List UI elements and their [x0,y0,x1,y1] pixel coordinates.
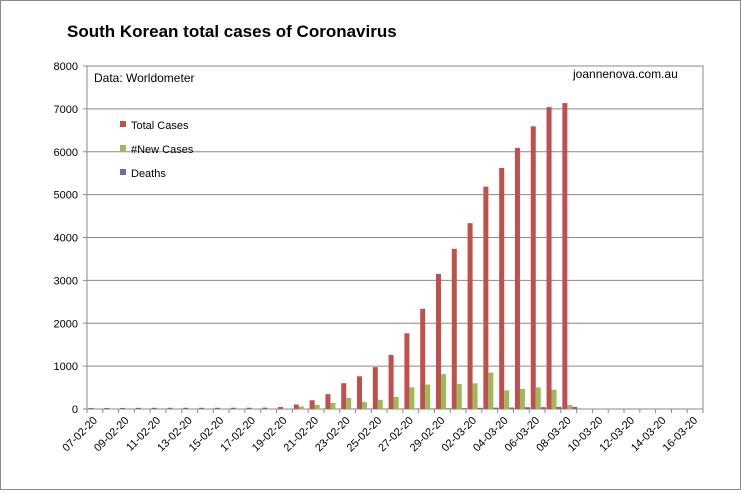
chart-title: South Korean total cases of Coronavirus [67,22,397,41]
bar-total-cases [357,376,362,409]
bar-new-cases [567,405,572,409]
bar-total-cases [246,408,251,409]
bar-deaths [414,408,419,409]
bar-total-cases [310,400,315,409]
bar-deaths [572,407,577,409]
bar-total-cases [136,408,141,409]
x-tick-label: 09-02-20 [92,415,132,455]
bar-total-cases [515,148,520,409]
legend-swatch [120,121,126,127]
y-tick-label: 1000 [54,361,78,373]
y-tick-label: 6000 [54,147,78,159]
bar-new-cases [552,390,557,409]
bar-total-cases [183,408,188,409]
bar-new-cases [330,403,335,409]
bar-new-cases [504,390,509,409]
bar-total-cases [341,383,346,409]
bar-new-cases [536,387,541,409]
bar-deaths [478,408,483,409]
bar-new-cases [299,407,304,409]
bar-new-cases [362,402,367,409]
legend-swatch [120,169,126,175]
bar-total-cases [531,126,536,409]
bar-total-cases [452,249,457,409]
y-tick-label: 4000 [54,233,78,245]
bar-new-cases [457,384,462,409]
bar-new-cases [473,383,478,409]
bar-total-cases [562,103,567,409]
bar-deaths [446,408,451,409]
bar-deaths [399,408,404,409]
bar-new-cases [441,374,446,409]
bar-total-cases [231,408,236,409]
legend-label: Deaths [131,168,166,180]
bar-total-cases [547,107,552,409]
bar-deaths [462,408,467,409]
bar-total-cases [483,187,488,409]
bar-total-cases [278,407,283,409]
bar-total-cases [167,408,172,409]
bar-total-cases [104,408,109,409]
bar-new-cases [409,387,414,409]
bar-deaths [525,407,530,409]
bar-new-cases [394,397,399,409]
bar-new-cases [346,398,351,409]
x-axis: 07-02-2009-02-2011-02-2013-02-2015-02-20… [60,409,703,454]
bar-total-cases [499,168,504,409]
bar-deaths [430,408,435,409]
bar-new-cases [425,385,430,409]
source-note: Data: Worldometer [94,71,194,85]
bar-total-cases [468,223,473,409]
bar-new-cases [488,373,493,409]
bar-new-cases [283,408,288,409]
bar-total-cases [373,367,378,409]
bar-total-cases [420,309,425,409]
x-tick-label: 16-03-20 [661,415,701,455]
y-tick-label: 7000 [54,104,78,116]
bar-total-cases [294,405,299,409]
bar-deaths [541,407,546,409]
bar-total-cases [120,408,125,409]
watermark: joannenova.com.au [572,67,678,81]
bar-total-cases [325,394,330,409]
y-tick-label: 5000 [54,190,78,202]
y-axis: 0 1000 2000 3000 4000 5000 6000 7000 8000 [54,61,87,416]
bar-total-cases [262,408,267,409]
bar-new-cases [520,389,525,409]
bar-total-cases [436,274,441,409]
bar-total-cases [389,355,394,409]
legend-label: #New Cases [131,144,194,156]
bar-deaths [557,407,562,409]
bar-total-cases [89,408,94,409]
bar-total-cases [404,333,409,409]
y-tick-label: 3000 [54,275,78,287]
y-tick-label: 0 [72,404,78,416]
bar-new-cases [315,405,320,409]
y-tick-label: 8000 [54,61,78,73]
bar-deaths [509,407,514,409]
y-tick-label: 2000 [54,318,78,330]
bar-deaths [493,408,498,409]
legend-swatch [120,145,126,151]
bar-new-cases [378,400,383,409]
bar-total-cases [152,408,157,409]
bar-total-cases [215,408,220,409]
bar-total-cases [199,408,204,409]
legend-label: Total Cases [131,120,189,132]
